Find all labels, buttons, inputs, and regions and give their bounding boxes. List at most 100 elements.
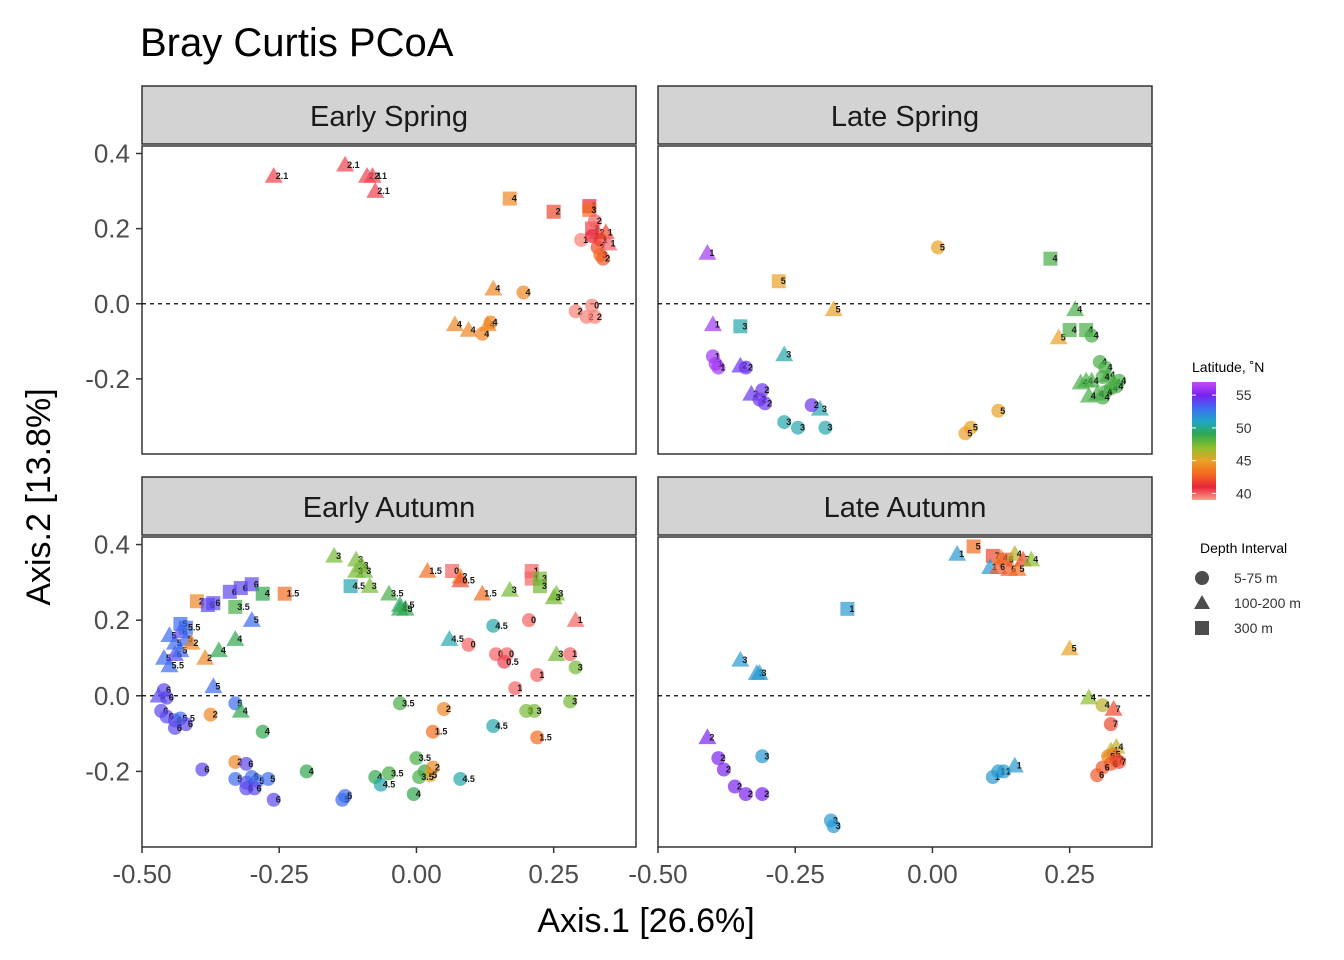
point-circle xyxy=(1095,370,1110,384)
point-label: 5 xyxy=(347,791,352,801)
point-label: 3.5 xyxy=(418,753,431,763)
point-circle xyxy=(574,232,589,247)
point-square xyxy=(222,584,237,599)
point-label: 4 xyxy=(1077,304,1082,314)
point-triangle xyxy=(196,648,215,665)
point-label: 1 xyxy=(608,227,613,237)
point-label: 4 xyxy=(525,287,530,297)
point-triangle xyxy=(1079,688,1098,705)
point-circle xyxy=(1103,717,1118,732)
y-tick-label: -0.2 xyxy=(85,364,130,394)
point-label: 1 xyxy=(959,549,964,559)
point-label: 1.5 xyxy=(429,566,442,576)
y-tick-label: 0.4 xyxy=(94,530,130,560)
point-label: 3 xyxy=(542,574,547,584)
points: 1574647416651533344774455766672222223111… xyxy=(698,539,1126,834)
point-circle xyxy=(409,751,424,766)
point-circle xyxy=(255,724,270,739)
point-label: 4 xyxy=(237,634,242,644)
point-circle xyxy=(716,762,731,777)
point-label: 2 xyxy=(720,753,725,763)
point-square xyxy=(1043,251,1058,266)
point-label: 3 xyxy=(786,349,791,359)
point-triangle xyxy=(566,611,585,627)
point-circle xyxy=(568,660,583,675)
point-triangle xyxy=(418,562,437,578)
point-circle xyxy=(996,764,1011,779)
facet-strip xyxy=(657,85,1153,145)
point-label: 4 xyxy=(377,772,382,782)
point-circle xyxy=(1095,390,1110,405)
point-label: 1 xyxy=(578,615,583,625)
point-label: 4 xyxy=(1094,376,1099,386)
point-triangle xyxy=(360,577,379,593)
point-square xyxy=(502,191,517,206)
point-label: 2.1 xyxy=(276,171,289,181)
point-circle xyxy=(587,309,602,324)
point-circle xyxy=(1109,379,1124,394)
point-circle xyxy=(758,396,773,411)
shape-legend-title: Depth Interval xyxy=(1200,540,1287,556)
point-circle xyxy=(530,730,545,745)
point-triangle xyxy=(380,584,398,601)
color-legend-title: Latitude, ˚N xyxy=(1192,359,1264,375)
point-label: 6 xyxy=(204,765,209,775)
point-label: 5 xyxy=(432,770,437,780)
shape-legend-label: 100-200 m xyxy=(1234,595,1301,611)
point-label: 0.5 xyxy=(506,657,519,667)
point-triangle xyxy=(810,399,829,416)
point-label: 4 xyxy=(309,766,314,776)
facet-strip-label: Late Spring xyxy=(831,101,979,133)
point-circle xyxy=(596,251,611,266)
point-triangle xyxy=(948,545,967,561)
point-label: 4 xyxy=(1107,363,1112,373)
point-label: 0 xyxy=(509,649,514,659)
point-label: 3 xyxy=(536,706,541,716)
point-label: 3.5 xyxy=(391,768,404,778)
point-label: 4 xyxy=(1052,254,1057,264)
point-label: 3 xyxy=(578,662,583,672)
point-square xyxy=(255,586,270,601)
point-circle xyxy=(423,768,438,783)
point-circle xyxy=(508,681,523,696)
point-triangle xyxy=(698,728,717,745)
point-square xyxy=(733,319,748,334)
point-label: 4 xyxy=(265,727,270,737)
point-label: 1.5 xyxy=(435,727,448,737)
point-label: 6 xyxy=(254,579,259,589)
point-label: 4 xyxy=(1118,742,1123,752)
y-tick-label: 0.0 xyxy=(94,681,130,711)
point-circle xyxy=(755,787,770,802)
point-circle xyxy=(497,654,512,669)
point-triangle xyxy=(226,630,245,646)
point-circle xyxy=(587,214,602,229)
point-circle xyxy=(516,285,531,300)
point-triangle xyxy=(355,562,374,578)
point-triangle xyxy=(451,571,470,588)
point-circle xyxy=(483,315,498,330)
point-circle xyxy=(299,764,314,779)
point-triangle xyxy=(1066,300,1085,317)
point-circle xyxy=(1090,768,1105,783)
point-circle xyxy=(1095,698,1110,713)
point-circle xyxy=(486,719,501,734)
point-triangle xyxy=(242,611,261,627)
point-square xyxy=(1062,323,1077,338)
point-circle xyxy=(818,420,833,435)
point-label: 5 xyxy=(836,304,841,314)
point-circle xyxy=(239,756,254,771)
point-triangle xyxy=(703,315,722,332)
legend-square-icon xyxy=(1195,621,1209,635)
point-label: 1 xyxy=(715,351,720,361)
x-axis-label: Axis.1 [26.6%] xyxy=(537,902,754,940)
point-circle xyxy=(195,762,210,777)
point-square xyxy=(532,579,547,594)
point-label: 6 xyxy=(248,759,253,769)
point-label: 4 xyxy=(1091,391,1096,401)
point-triangle xyxy=(1082,371,1101,388)
point-label: 1 xyxy=(602,235,607,245)
x-tick-label: -0.50 xyxy=(628,859,687,889)
point-label: 4 xyxy=(221,645,226,655)
point-circle xyxy=(711,360,726,375)
point-square xyxy=(228,599,243,614)
